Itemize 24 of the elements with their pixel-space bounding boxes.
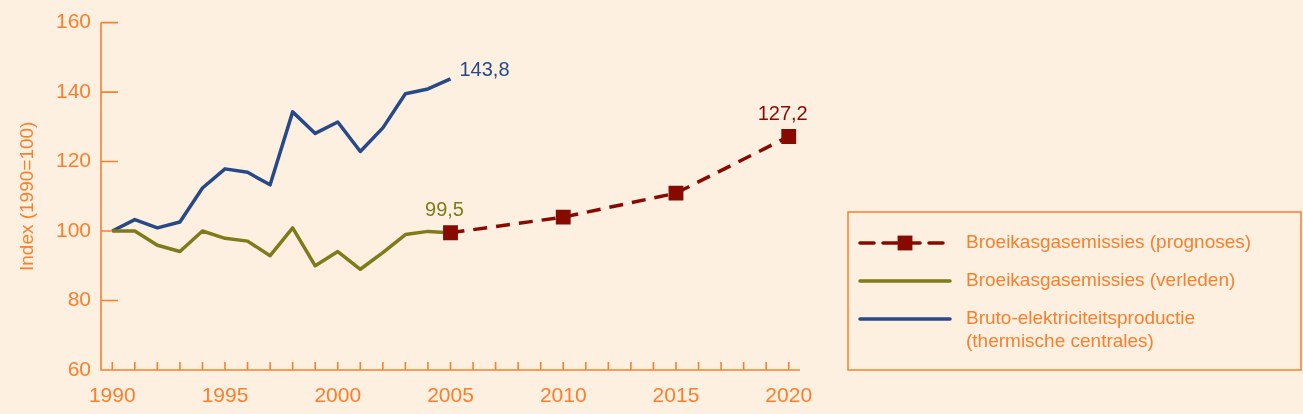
data-label: 127,2 <box>757 102 808 125</box>
x-tick-label: 2005 <box>427 383 474 407</box>
x-tick-label: 2010 <box>539 383 587 407</box>
x-tick-label: 1990 <box>88 383 136 407</box>
legend-label: Broeikasgasemissies (verleden) <box>966 269 1236 291</box>
legend-label: Broeikasgasemissies (prognoses) <box>966 231 1252 253</box>
point <box>781 129 797 144</box>
x-tick-label: 2015 <box>652 383 700 407</box>
y-tick-label: 140 <box>55 78 91 102</box>
y-tick-label: 80 <box>67 287 91 311</box>
x-tick-label: 2000 <box>314 383 362 407</box>
point <box>555 209 571 225</box>
y-axis-title: Index (1990=100) <box>15 121 37 272</box>
data-label: 99,5 <box>425 198 464 221</box>
point <box>668 185 684 201</box>
y-tick-label: 60 <box>67 356 91 380</box>
data-label: 143,8 <box>459 58 510 81</box>
y-tick-label: 160 <box>55 9 91 33</box>
legend-label: Bruto-elektriciteitsproductie (thermische centrales) <box>966 307 1196 352</box>
x-tick-label: 2020 <box>765 383 813 407</box>
y-tick-label: 120 <box>55 148 91 172</box>
point <box>443 225 458 241</box>
y-tick-label: 100 <box>55 217 91 241</box>
x-tick-label: 1995 <box>201 383 249 407</box>
